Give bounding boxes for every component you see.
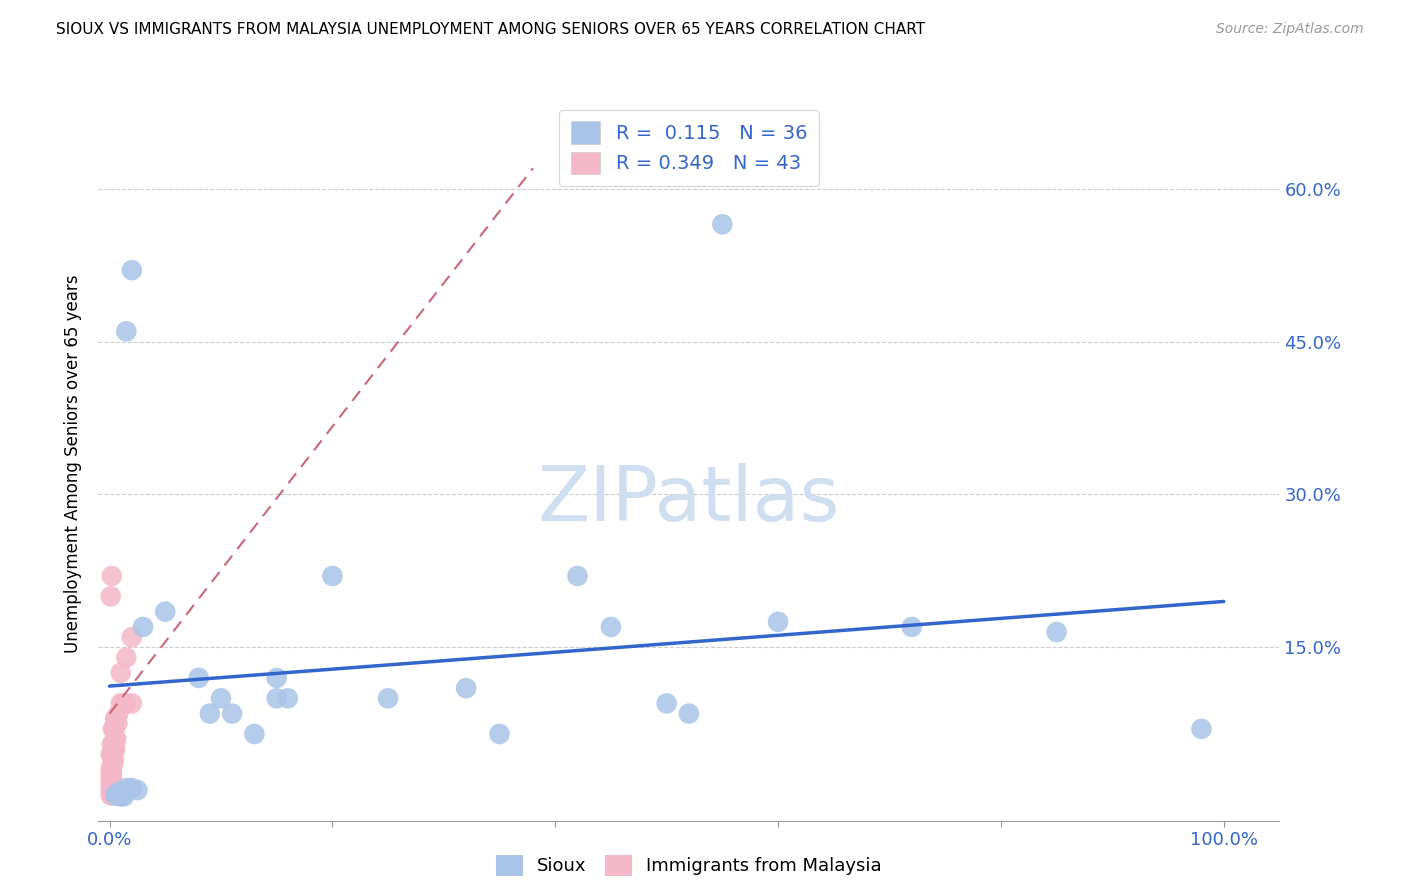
Point bbox=[111, 785, 134, 799]
Point bbox=[101, 722, 124, 736]
Text: ZIPatlas: ZIPatlas bbox=[537, 463, 841, 536]
Point bbox=[115, 324, 138, 338]
Point bbox=[711, 217, 734, 231]
Point bbox=[103, 722, 125, 736]
Point bbox=[100, 747, 122, 762]
Point bbox=[108, 789, 131, 804]
Point bbox=[101, 737, 124, 751]
Text: Source: ZipAtlas.com: Source: ZipAtlas.com bbox=[1216, 22, 1364, 37]
Point bbox=[105, 788, 128, 802]
Point bbox=[101, 763, 124, 777]
Point bbox=[900, 620, 922, 634]
Point bbox=[121, 780, 143, 795]
Point bbox=[105, 732, 128, 747]
Point bbox=[488, 727, 510, 741]
Point bbox=[600, 620, 623, 634]
Point bbox=[101, 788, 124, 802]
Point bbox=[101, 783, 124, 797]
Point bbox=[567, 569, 589, 583]
Point bbox=[110, 665, 132, 680]
Point bbox=[132, 620, 155, 634]
Point bbox=[377, 691, 399, 706]
Legend: Sioux, Immigrants from Malaysia: Sioux, Immigrants from Malaysia bbox=[489, 847, 889, 883]
Point bbox=[101, 569, 124, 583]
Point bbox=[100, 788, 122, 802]
Point bbox=[103, 752, 125, 766]
Point bbox=[277, 691, 299, 706]
Point bbox=[110, 697, 132, 711]
Point bbox=[100, 772, 122, 787]
Point bbox=[107, 785, 129, 799]
Point bbox=[101, 772, 124, 787]
Point bbox=[266, 671, 288, 685]
Point bbox=[101, 778, 124, 792]
Point bbox=[105, 716, 128, 731]
Point bbox=[107, 706, 129, 721]
Point bbox=[115, 780, 138, 795]
Point bbox=[101, 768, 124, 782]
Point bbox=[766, 615, 789, 629]
Point bbox=[121, 697, 143, 711]
Point bbox=[678, 706, 700, 721]
Point bbox=[104, 788, 127, 802]
Point bbox=[105, 712, 128, 726]
Point bbox=[321, 569, 343, 583]
Point bbox=[209, 691, 232, 706]
Point bbox=[110, 785, 132, 799]
Point bbox=[266, 691, 288, 706]
Point bbox=[101, 747, 124, 762]
Point bbox=[101, 757, 124, 772]
Point bbox=[111, 697, 134, 711]
Point bbox=[103, 788, 125, 802]
Point bbox=[155, 605, 177, 619]
Point bbox=[104, 732, 127, 747]
Point bbox=[101, 752, 124, 766]
Point bbox=[104, 712, 127, 726]
Point bbox=[655, 697, 678, 711]
Point bbox=[101, 737, 124, 751]
Point bbox=[103, 742, 125, 756]
Point bbox=[221, 706, 243, 721]
Point bbox=[187, 671, 209, 685]
Point bbox=[101, 783, 124, 797]
Point bbox=[104, 742, 127, 756]
Point bbox=[101, 757, 124, 772]
Point bbox=[1191, 722, 1213, 736]
Point bbox=[100, 590, 122, 604]
Point bbox=[100, 783, 122, 797]
Text: SIOUX VS IMMIGRANTS FROM MALAYSIA UNEMPLOYMENT AMONG SENIORS OVER 65 YEARS CORRE: SIOUX VS IMMIGRANTS FROM MALAYSIA UNEMPL… bbox=[56, 22, 925, 37]
Point bbox=[111, 789, 134, 804]
Point bbox=[100, 778, 122, 792]
Point bbox=[198, 706, 221, 721]
Point bbox=[121, 630, 143, 644]
Point bbox=[243, 727, 266, 741]
Point bbox=[100, 768, 122, 782]
Y-axis label: Unemployment Among Seniors over 65 years: Unemployment Among Seniors over 65 years bbox=[65, 275, 83, 653]
Point bbox=[127, 783, 149, 797]
Point bbox=[115, 650, 138, 665]
Point bbox=[456, 681, 478, 695]
Point bbox=[121, 263, 143, 277]
Point bbox=[101, 778, 124, 792]
Point bbox=[1046, 625, 1069, 640]
Point bbox=[101, 788, 124, 802]
Point bbox=[100, 763, 122, 777]
Point bbox=[115, 697, 138, 711]
Point bbox=[112, 789, 135, 804]
